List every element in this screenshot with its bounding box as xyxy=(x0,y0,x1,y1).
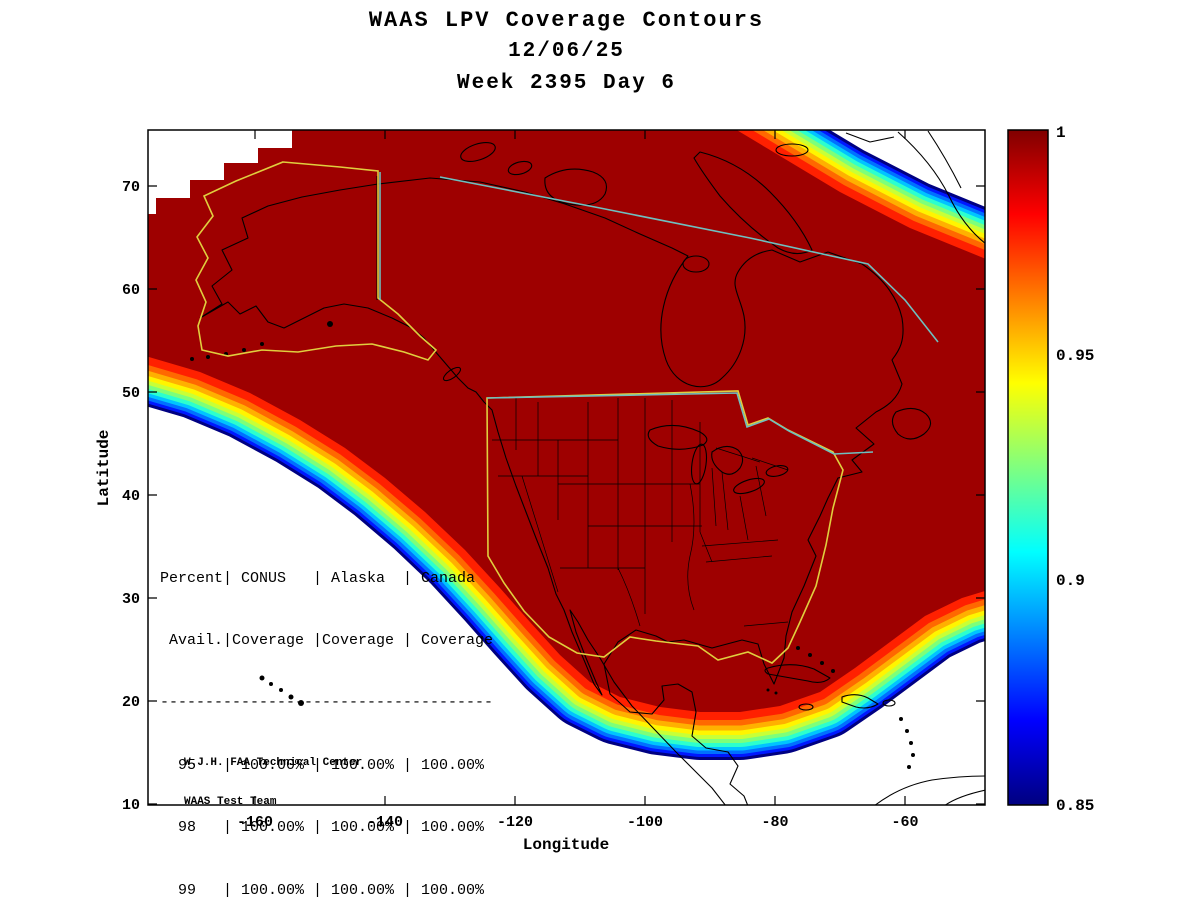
table-row: 99 | 100.00% | 100.00% | 100.00% xyxy=(160,881,485,899)
florida-keys-dots xyxy=(766,688,770,692)
table-header-line-2: Avail.|Coverage |Coverage | Coverage xyxy=(160,631,494,649)
footer-line-2: WAAS Test Team xyxy=(184,796,277,808)
table-row: 98 | 100.00% | 100.00% | 100.00% xyxy=(160,819,485,837)
teal-canada-boundary xyxy=(439,176,939,343)
island-hispaniola xyxy=(841,694,879,709)
plot-title: WAAS LPV Coverage Contours xyxy=(368,8,765,33)
colorbar-border xyxy=(1007,129,1049,806)
y-tick-label: 20 xyxy=(122,694,140,711)
y-tick-label: 70 xyxy=(122,179,140,196)
map-area xyxy=(148,130,985,805)
colorbar-tick-label: 0.9 xyxy=(1056,572,1085,590)
coast-greenland-inner xyxy=(927,130,962,189)
y-tick-label: 30 xyxy=(122,591,140,608)
coverage-table: Percent| CONUS | Alaska | Canada Avail.|… xyxy=(160,527,493,900)
x-tick-label: -120 xyxy=(497,814,533,831)
x-tick-label: -140 xyxy=(367,814,403,831)
y-tick-label: 50 xyxy=(122,385,140,402)
lake-huron xyxy=(711,445,744,475)
axis-tick-marks xyxy=(148,130,985,805)
island-vancouver xyxy=(442,366,462,382)
x-tick-label: -100 xyxy=(627,814,663,831)
y-tick-label: 10 xyxy=(122,797,140,814)
coastline-pacific xyxy=(199,301,726,805)
y-tick-label: 40 xyxy=(122,488,140,505)
coastline-north-east xyxy=(199,177,904,805)
island-puerto-rico xyxy=(882,699,896,707)
kodiak-dot xyxy=(327,321,333,327)
island-devon xyxy=(775,143,809,157)
island-newfoundland xyxy=(891,407,932,440)
aleutian-dots xyxy=(260,342,264,346)
island-jamaica xyxy=(798,703,814,711)
plot-date: 12/06/25 xyxy=(508,40,625,63)
service-boundary-teal xyxy=(379,172,939,455)
colorbar-tick-label: 0.95 xyxy=(1056,347,1094,365)
table-separator: ------------------------------------- xyxy=(160,694,494,712)
colorbar-tick-label: 0.85 xyxy=(1056,797,1094,815)
island-dots xyxy=(190,321,915,769)
no-coverage-wedge xyxy=(850,130,985,201)
lake-erie xyxy=(733,477,765,495)
island-banks xyxy=(460,142,496,162)
island-baffin xyxy=(693,151,813,255)
plot-week-day: Week 2395 Day 6 xyxy=(456,72,677,95)
island-small-arctic xyxy=(507,160,533,176)
title-block: WAAS LPV Coverage Contours 12/06/25 Week… xyxy=(148,0,985,95)
y-tick-label: 60 xyxy=(122,282,140,299)
coast-greenland-west xyxy=(897,131,985,244)
island-southampton xyxy=(682,255,710,273)
table-row: 95 | 100.00% | 100.00% | 100.00% xyxy=(160,756,485,774)
coverage-region-fill xyxy=(148,130,985,712)
footer-line-1: W.J.H. FAA Technical Center xyxy=(184,757,363,769)
footer-credit: W.J.H. FAA Technical Center WAAS Test Te… xyxy=(184,731,362,835)
x-tick-label: -60 xyxy=(891,814,918,831)
plot-border xyxy=(147,129,986,806)
island-cuba xyxy=(764,664,831,684)
colorbar-tick-label: 1 xyxy=(1056,124,1066,142)
teal-conus-north-boundary xyxy=(486,392,874,455)
y-axis-label: Latitude xyxy=(95,430,113,507)
colorbar-gradient xyxy=(1008,130,1048,805)
x-axis-label: Longitude xyxy=(523,836,609,854)
state-borders xyxy=(492,398,789,627)
hawaii-dots xyxy=(259,675,265,681)
coast-ellesmere xyxy=(845,132,895,143)
alaska-coverage-boundary xyxy=(195,161,438,361)
table-header-line-1: Percent| CONUS | Alaska | Canada xyxy=(160,569,476,587)
x-tick-label: -160 xyxy=(237,814,273,831)
x-tick-label: -80 xyxy=(761,814,788,831)
colorbar: 1 0.95 0.9 0.85 xyxy=(1007,124,1094,815)
coastlines xyxy=(199,130,985,805)
